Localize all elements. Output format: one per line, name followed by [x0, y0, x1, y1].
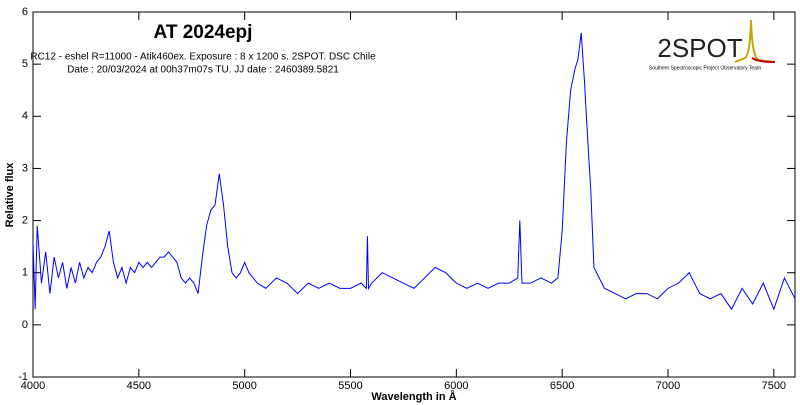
logo-curve: [734, 19, 776, 63]
logo-caption: Southern Spectroscopic Project Observato…: [649, 65, 761, 71]
plot-frame: [32, 11, 796, 378]
logo-name: 2SPOT: [657, 33, 742, 63]
y-tick-label: 4: [22, 110, 28, 122]
subtitle: Date : 20/03/2024 at 00h37m07s TU. JJ da…: [67, 65, 339, 76]
y-axis-label: Relative flux: [4, 162, 16, 228]
x-tick-label: 5500: [338, 380, 362, 392]
y-tick-label: 5: [22, 58, 28, 70]
logo-curve-red: [751, 57, 776, 63]
x-tick-label: 6500: [550, 380, 574, 392]
y-tick-label: 2: [22, 214, 28, 226]
x-tick-label: 4000: [21, 380, 45, 392]
spectrum-line: [32, 32, 796, 311]
y-tick-label: 3: [22, 162, 28, 174]
x-tick-label: 5000: [232, 380, 256, 392]
x-tick-label: 7000: [656, 380, 680, 392]
x-tick-label: 7500: [762, 380, 786, 392]
chart-title: AT 2024epj: [154, 22, 253, 43]
y-tick-label: -1: [18, 371, 28, 383]
y-tick-label: 0: [22, 319, 28, 331]
x-tick-label: 6000: [444, 380, 468, 392]
x-axis-label: Wavelength in Å: [371, 390, 456, 403]
y-tick-label: 6: [22, 6, 28, 18]
x-tick-label: 4500: [127, 380, 151, 392]
subtitle: RC12 - eshel R=11000 - Atik460ex. Exposu…: [30, 52, 376, 63]
y-tick-label: 1: [22, 267, 28, 279]
